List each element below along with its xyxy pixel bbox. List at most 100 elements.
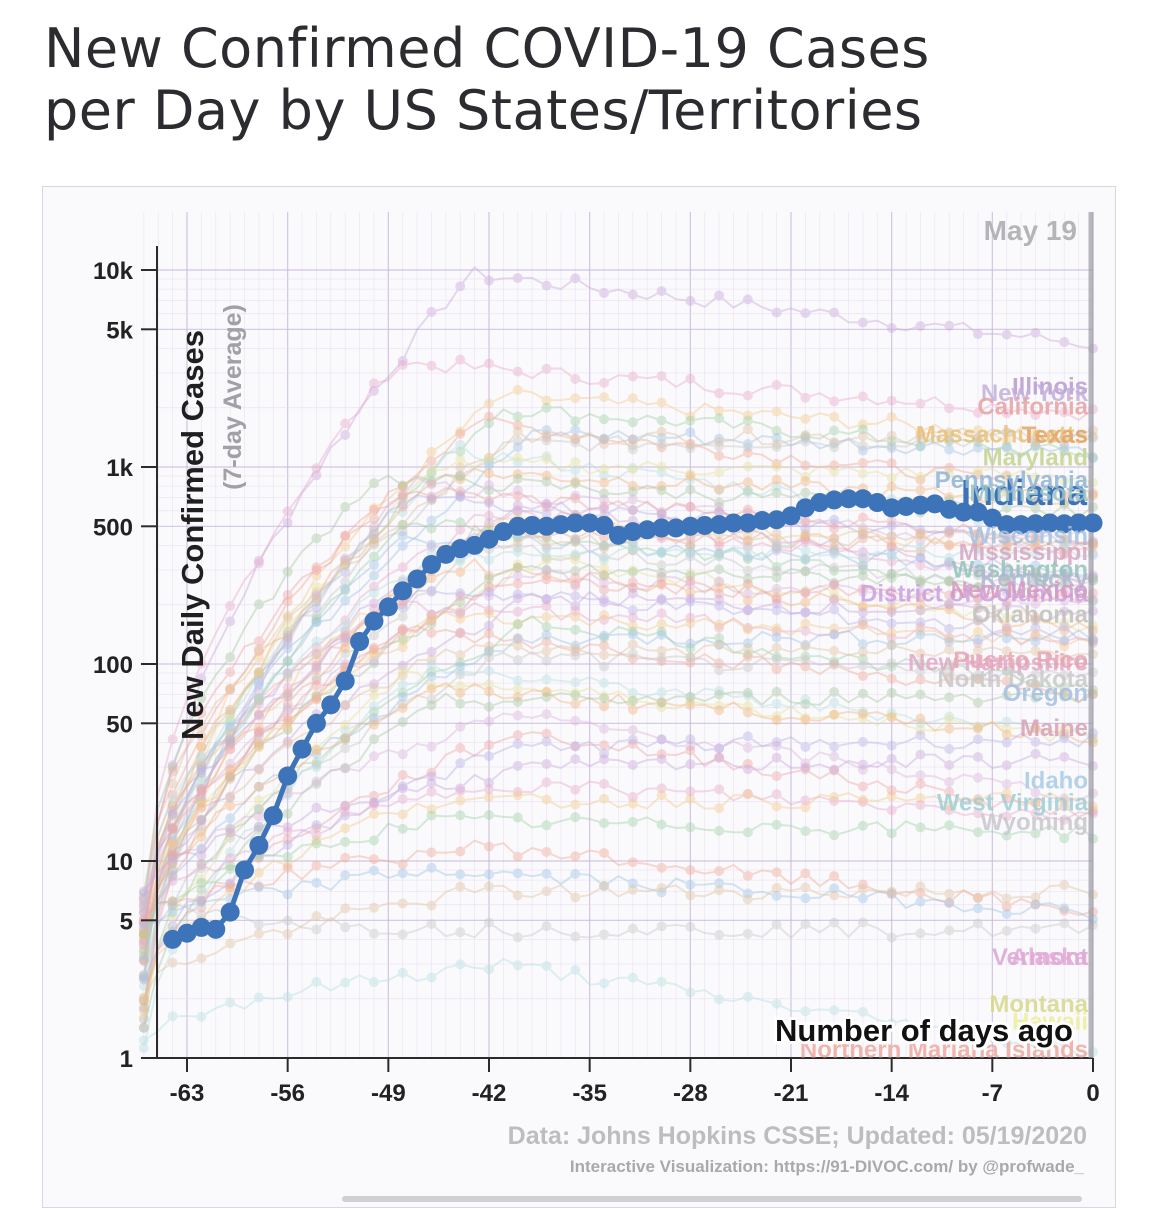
background-series-point xyxy=(196,801,207,812)
indiana-point[interactable] xyxy=(623,522,643,542)
indiana-point[interactable] xyxy=(421,554,441,574)
indiana-point[interactable] xyxy=(709,515,729,535)
background-series-point xyxy=(138,1043,149,1054)
indiana-point[interactable] xyxy=(1025,514,1045,534)
background-series-point xyxy=(397,868,408,879)
indiana-point[interactable] xyxy=(752,511,772,531)
indiana-point[interactable] xyxy=(723,513,743,533)
indiana-point[interactable] xyxy=(436,544,456,564)
indiana-point[interactable] xyxy=(206,919,226,939)
background-series-point xyxy=(915,689,926,700)
scroll-indicator[interactable] xyxy=(342,1196,1082,1202)
indiana-point[interactable] xyxy=(278,766,298,786)
indiana-point[interactable] xyxy=(537,516,557,536)
background-series-point xyxy=(771,698,782,709)
background-series-point xyxy=(599,632,610,643)
indiana-point[interactable] xyxy=(335,671,355,691)
indiana-point[interactable] xyxy=(896,497,916,517)
indiana-point[interactable] xyxy=(565,513,585,533)
background-series-point xyxy=(397,359,408,370)
indiana-point[interactable] xyxy=(235,860,255,880)
indiana-point[interactable] xyxy=(608,525,628,545)
background-series-point xyxy=(627,567,638,578)
indiana-point[interactable] xyxy=(364,611,384,631)
indiana-point[interactable] xyxy=(1011,515,1031,535)
indiana-point[interactable] xyxy=(925,494,945,514)
indiana-point[interactable] xyxy=(738,513,758,533)
indiana-point[interactable] xyxy=(982,508,1002,528)
background-series-point xyxy=(829,593,840,604)
indiana-point[interactable] xyxy=(378,597,398,617)
indiana-point[interactable] xyxy=(810,493,830,513)
background-series-point xyxy=(282,634,293,645)
background-series-point xyxy=(253,727,264,738)
background-series-point xyxy=(311,762,322,773)
indiana-point[interactable] xyxy=(781,506,801,526)
indiana-point[interactable] xyxy=(350,632,370,652)
indiana-point[interactable] xyxy=(910,495,930,515)
indiana-point[interactable] xyxy=(652,518,672,538)
background-series-point xyxy=(771,528,782,539)
indiana-point[interactable] xyxy=(666,518,686,538)
indiana-point[interactable] xyxy=(493,522,513,542)
indiana-point[interactable] xyxy=(508,516,528,536)
background-series-point xyxy=(455,486,466,497)
indiana-point[interactable] xyxy=(824,490,844,510)
indiana-point[interactable] xyxy=(839,489,859,509)
background-series-point xyxy=(512,542,523,553)
background-series-point xyxy=(656,819,667,830)
indiana-point[interactable] xyxy=(407,569,427,589)
background-series-point xyxy=(225,735,236,746)
indiana-point[interactable] xyxy=(321,695,341,715)
background-series-point xyxy=(1001,536,1012,547)
indiana-point[interactable] xyxy=(306,713,326,733)
indiana-point[interactable] xyxy=(997,515,1017,535)
indiana-point[interactable] xyxy=(1040,513,1060,533)
indiana-point[interactable] xyxy=(954,502,974,522)
indiana-point[interactable] xyxy=(882,498,902,518)
indiana-point[interactable] xyxy=(292,739,312,759)
background-series-point xyxy=(656,882,667,893)
indiana-point[interactable] xyxy=(853,489,873,509)
indiana-point[interactable] xyxy=(767,510,787,530)
indiana-point[interactable] xyxy=(968,502,988,522)
indiana-point[interactable] xyxy=(637,520,657,540)
indiana-point[interactable] xyxy=(479,529,499,549)
indiana-point[interactable] xyxy=(939,499,959,519)
indiana-point[interactable] xyxy=(580,513,600,533)
background-series-point xyxy=(397,679,408,690)
indiana-point[interactable] xyxy=(163,929,183,949)
background-series-point xyxy=(253,708,264,719)
background-series-point xyxy=(311,691,322,702)
indiana-point[interactable] xyxy=(522,515,542,535)
indiana-point[interactable] xyxy=(450,539,470,559)
indiana-point[interactable] xyxy=(249,835,269,855)
background-series-point xyxy=(570,578,581,589)
indiana-point[interactable] xyxy=(551,515,571,535)
indiana-point[interactable] xyxy=(191,917,211,937)
indiana-point[interactable] xyxy=(263,806,283,826)
indiana-point[interactable] xyxy=(695,515,715,535)
indiana-point[interactable] xyxy=(1054,514,1074,534)
background-series-point xyxy=(426,541,437,552)
background-series-point xyxy=(426,479,437,490)
indiana-point[interactable] xyxy=(177,923,197,943)
indiana-point[interactable] xyxy=(1083,513,1103,533)
background-series-line xyxy=(142,791,1094,999)
background-series-point xyxy=(857,781,868,792)
indiana-point[interactable] xyxy=(1069,513,1089,533)
date-label: May 19 xyxy=(984,215,1077,246)
indiana-point[interactable] xyxy=(867,493,887,513)
indiana-point[interactable] xyxy=(393,581,413,601)
background-series-point xyxy=(167,766,178,777)
indiana-point[interactable] xyxy=(220,902,240,922)
indiana-point[interactable] xyxy=(680,516,700,536)
indiana-point[interactable] xyxy=(795,498,815,518)
background-series-point xyxy=(340,852,351,863)
background-series-point xyxy=(800,524,811,535)
indiana-series-layer[interactable]: Indiana xyxy=(163,472,1103,949)
background-series-point xyxy=(1030,629,1041,640)
indiana-point[interactable] xyxy=(594,515,614,535)
indiana-point[interactable] xyxy=(465,535,485,555)
